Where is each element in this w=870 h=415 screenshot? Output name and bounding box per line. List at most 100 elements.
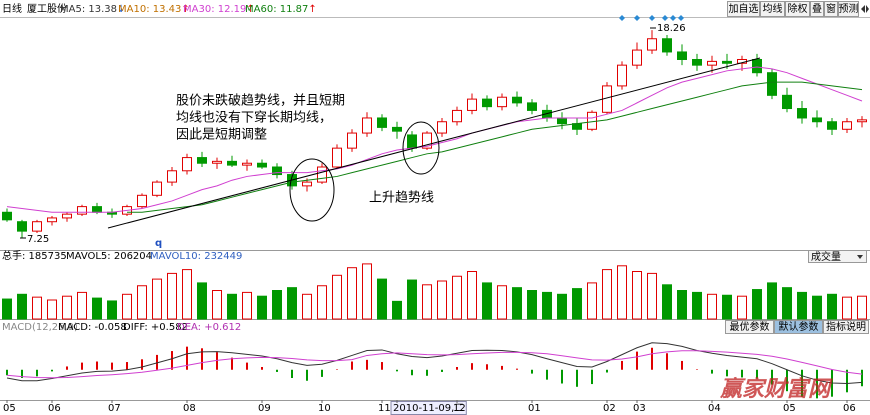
candle-body [272, 166, 282, 176]
button-box[interactable] [824, 1, 838, 17]
volume-bar [647, 272, 657, 320]
candle-body [422, 132, 432, 149]
candle-body [857, 119, 867, 123]
button-box[interactable] [725, 320, 774, 334]
volume-bar [797, 291, 807, 320]
indicator-arrow: ↓ [117, 4, 125, 15]
candle-body [257, 162, 267, 168]
volume-bar [62, 295, 72, 320]
candle-body [17, 221, 27, 232]
button[interactable]: 叠 [812, 3, 822, 15]
button[interactable]: 除权 [788, 2, 808, 15]
button-box[interactable] [727, 1, 760, 17]
x-tick-label: 05 [783, 403, 796, 414]
annotation: 因此是短期调整 [176, 128, 267, 143]
x-tick-label: 04 [708, 403, 721, 414]
candle-body [392, 126, 402, 132]
candle-body [362, 117, 372, 134]
button-box[interactable] [785, 1, 810, 17]
line [6, 350, 863, 379]
volume-bar [407, 279, 417, 320]
volume-bar [257, 295, 267, 320]
volume-bar [32, 296, 42, 320]
x-tick-label: 05 [3, 403, 16, 414]
indicator-arrow: ↑ [181, 4, 189, 15]
volume-bar [572, 288, 582, 320]
macd-buttons: 最优参数 默认参数 指标说明 [725, 320, 869, 334]
button[interactable]: 窗 [826, 2, 836, 15]
volume-bar [632, 271, 642, 320]
diamond [662, 15, 668, 21]
line [6, 342, 863, 385]
line [6, 66, 863, 213]
candle-body [512, 96, 522, 104]
x-tick-label: 12 [453, 403, 466, 414]
volume-bar [212, 290, 222, 320]
indicator-arrow: ↑ [246, 4, 254, 15]
candle-body [842, 121, 852, 130]
button[interactable]: 均线 [763, 2, 783, 15]
indicators: MA5: 13.38↓MA10: 13.43↑MA30: 12.19↑MA60:… [60, 4, 317, 15]
candle-body [587, 111, 597, 130]
candle-body [467, 98, 477, 111]
scroll-right[interactable] [866, 5, 869, 13]
volume-bar [347, 267, 357, 320]
x-tick-label: 09 [258, 403, 271, 414]
volume-bar [437, 280, 447, 320]
volume-bar [377, 278, 387, 320]
candle-body [647, 38, 657, 51]
candle-body [152, 181, 162, 196]
menu-arrow[interactable] [857, 255, 863, 259]
button-box[interactable] [760, 1, 785, 17]
volume-bar [362, 263, 372, 320]
volume-bar [527, 290, 537, 320]
candle-body [347, 132, 357, 149]
volume-bar [842, 296, 852, 320]
button[interactable]: 加自选 [729, 2, 759, 15]
x-tick-label: 08 [183, 403, 196, 414]
volume-bar [302, 293, 312, 320]
candle-body [377, 117, 387, 128]
indicator-label: MA5: 13.38 [60, 4, 117, 15]
button[interactable]: 指标说明 [826, 320, 866, 333]
plot-area: 05 06 07 08 09 10 11 2010-11-09,二12 01 02 03 04 05 06 [2, 30, 867, 415]
volume-bar [587, 282, 597, 320]
volume-bar [752, 289, 762, 320]
volume-bar [107, 300, 117, 320]
volume-bar [662, 284, 672, 320]
x-tick-label: 02 [603, 403, 616, 414]
button[interactable]: 默认参数 [779, 320, 819, 333]
candle-body [2, 211, 12, 221]
volume-bar [482, 282, 492, 320]
button[interactable]: 预测 [839, 2, 859, 15]
indicator: MA60: 11.87↑ [245, 4, 317, 15]
button-box[interactable] [838, 1, 859, 17]
marker-q: q [155, 238, 162, 249]
candle-body [527, 102, 537, 111]
diamond [678, 15, 684, 21]
volume-legend: 总手: 185735 [2, 249, 67, 262]
annotation: 均线也没有下穿长期均线， [176, 110, 332, 126]
watermark: 赢家财富网 [719, 376, 833, 402]
indicator-label: MA60: 11.87 [245, 4, 308, 15]
scroll-left[interactable] [861, 5, 865, 13]
volume-bar [677, 290, 687, 320]
button-box[interactable] [810, 1, 824, 17]
button-box[interactable] [823, 320, 869, 334]
candle-body [557, 117, 567, 125]
menu[interactable]: 成交量 [811, 250, 841, 263]
volume-bar [617, 265, 627, 320]
volume-bar [242, 291, 252, 320]
volume-bar [467, 271, 477, 320]
volume-bar [692, 291, 702, 320]
button[interactable]: 最优参数 [730, 320, 770, 333]
candle-body [482, 98, 492, 108]
menu-box[interactable] [808, 250, 867, 263]
annotation: 股价未跌破趋势线，并且短期 [176, 93, 345, 109]
diamond [619, 15, 625, 21]
button-box[interactable] [774, 320, 823, 334]
volume-bar [707, 293, 717, 320]
x-tick-label: 01 [528, 403, 541, 414]
volume-bar [2, 298, 12, 320]
